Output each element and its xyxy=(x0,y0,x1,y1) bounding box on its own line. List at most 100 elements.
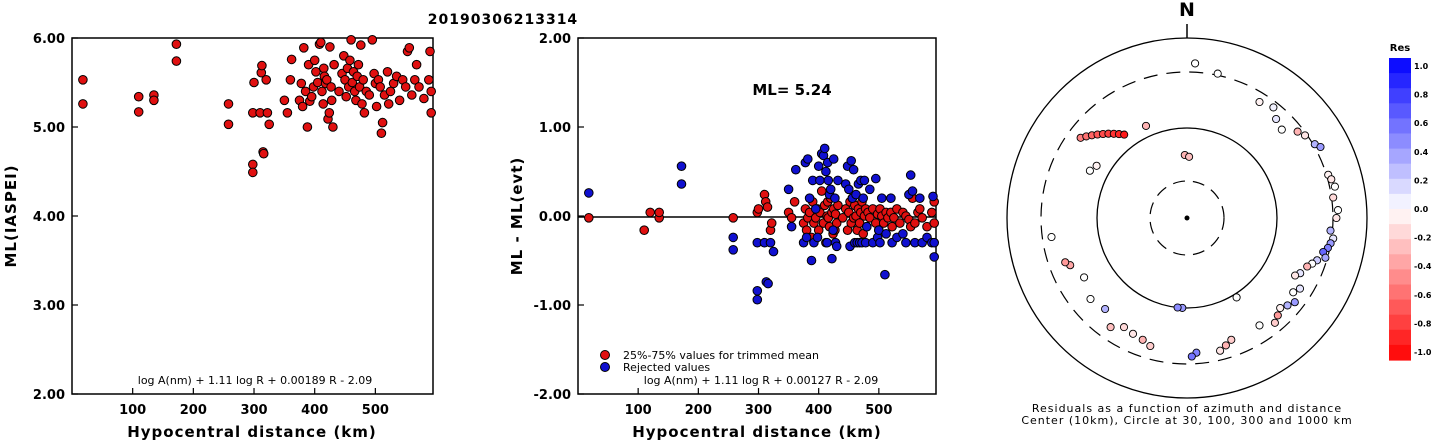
data-point xyxy=(898,229,908,239)
x-tick-label: 100 xyxy=(625,403,652,418)
data-point xyxy=(819,143,830,154)
data-point xyxy=(264,119,275,130)
polar-point xyxy=(1329,193,1338,202)
polar-point xyxy=(1221,341,1230,350)
polar-point xyxy=(1047,232,1056,242)
colorbar-cell xyxy=(1389,73,1411,89)
data-point xyxy=(419,93,429,104)
data-point xyxy=(328,122,338,132)
data-point xyxy=(828,154,839,164)
polar-caption-line1: Residuals as a function of azimuth and d… xyxy=(1032,402,1342,415)
colorbar-cell xyxy=(1389,239,1411,255)
left-points xyxy=(78,35,437,178)
colorbar-cell xyxy=(1389,163,1411,180)
data-point xyxy=(821,166,831,177)
colorbar-tick-label: 0.2 xyxy=(1414,176,1428,185)
colorbar-cell xyxy=(1389,193,1411,210)
data-point xyxy=(346,35,356,45)
colorbar-cell xyxy=(1389,133,1411,150)
data-point xyxy=(171,56,182,66)
data-point xyxy=(326,95,337,106)
data-point xyxy=(645,207,656,218)
left-y-axis-label: ML(IASPEI) xyxy=(2,164,20,267)
data-point xyxy=(929,252,940,262)
polar-point xyxy=(1276,303,1285,313)
polar-point xyxy=(1138,335,1147,344)
data-point xyxy=(319,63,329,74)
middle-y-ticks: -2.00 -1.00 0.00 1.00 2.00 xyxy=(534,32,584,403)
polar-point xyxy=(1291,271,1300,280)
colorbar-cell xyxy=(1389,269,1411,286)
data-point xyxy=(858,193,869,203)
data-point xyxy=(297,101,308,112)
data-point xyxy=(414,82,424,92)
data-point xyxy=(895,218,905,228)
data-point xyxy=(810,204,821,214)
polar-point xyxy=(1187,352,1196,361)
polar-point xyxy=(1227,335,1236,344)
data-point xyxy=(584,213,594,223)
data-point xyxy=(762,202,773,212)
ring-30km xyxy=(1149,180,1225,256)
polar-point xyxy=(1120,130,1129,139)
data-point xyxy=(358,75,369,85)
data-point xyxy=(377,117,388,128)
data-point xyxy=(844,184,854,195)
data-point xyxy=(223,119,234,130)
data-point xyxy=(249,77,259,88)
x-tick-label: 200 xyxy=(180,403,207,418)
polar-point xyxy=(1300,131,1310,140)
north-label: N xyxy=(1179,0,1195,21)
ring-1000km xyxy=(1006,37,1368,399)
x-tick-label: 300 xyxy=(240,403,267,418)
data-point xyxy=(752,286,763,296)
colorbar-cell xyxy=(1389,344,1411,361)
data-point xyxy=(411,59,422,70)
x-tick-label: 500 xyxy=(865,403,892,418)
polar-residual-panel: N Residuals as a function of azimuth and… xyxy=(1006,0,1368,427)
middle-x-ticks: 100 200 300 400 500 xyxy=(625,388,892,418)
polar-point xyxy=(1255,321,1264,330)
colorbar-cell xyxy=(1389,118,1411,135)
data-point xyxy=(791,164,801,175)
ml-annotation: ML= 5.24 xyxy=(752,81,831,99)
data-point xyxy=(846,156,857,166)
data-point xyxy=(279,95,290,106)
left-scatter-panel: 100 200 300 400 500 2.00 3.00 4.00 5.00 6.00 Hyp… xyxy=(2,32,437,441)
data-point xyxy=(816,186,827,196)
colorbar-tick-label: -0.2 xyxy=(1414,234,1432,243)
y-tick-label: -1.00 xyxy=(534,299,571,314)
polar-point xyxy=(1085,166,1094,175)
data-point xyxy=(803,154,813,164)
y-tick-label: 2.00 xyxy=(33,388,65,403)
ring-100km xyxy=(1096,127,1278,309)
middle-points xyxy=(584,143,940,305)
data-point xyxy=(341,91,352,102)
figure-title: 20190306213314 xyxy=(428,12,578,28)
data-point xyxy=(789,197,800,207)
data-point xyxy=(871,173,881,184)
data-point xyxy=(865,213,875,223)
data-point xyxy=(806,255,817,266)
data-point xyxy=(383,99,394,109)
data-point xyxy=(676,161,687,171)
polar-point xyxy=(1101,304,1110,314)
data-point xyxy=(831,241,842,252)
data-point xyxy=(306,91,317,102)
polar-point xyxy=(1272,114,1281,124)
polar-point xyxy=(1326,226,1335,235)
data-point xyxy=(359,108,370,118)
polar-point xyxy=(1290,298,1299,307)
data-point xyxy=(907,186,918,196)
data-point xyxy=(833,175,843,186)
data-point xyxy=(353,59,364,70)
colorbar-cell xyxy=(1389,254,1411,270)
polar-point xyxy=(1283,301,1292,310)
colorbar-cell xyxy=(1389,314,1411,331)
data-point xyxy=(367,35,378,45)
data-point xyxy=(248,159,258,170)
colorbar-cell xyxy=(1389,209,1411,225)
data-point xyxy=(837,213,848,223)
data-point xyxy=(364,90,375,100)
